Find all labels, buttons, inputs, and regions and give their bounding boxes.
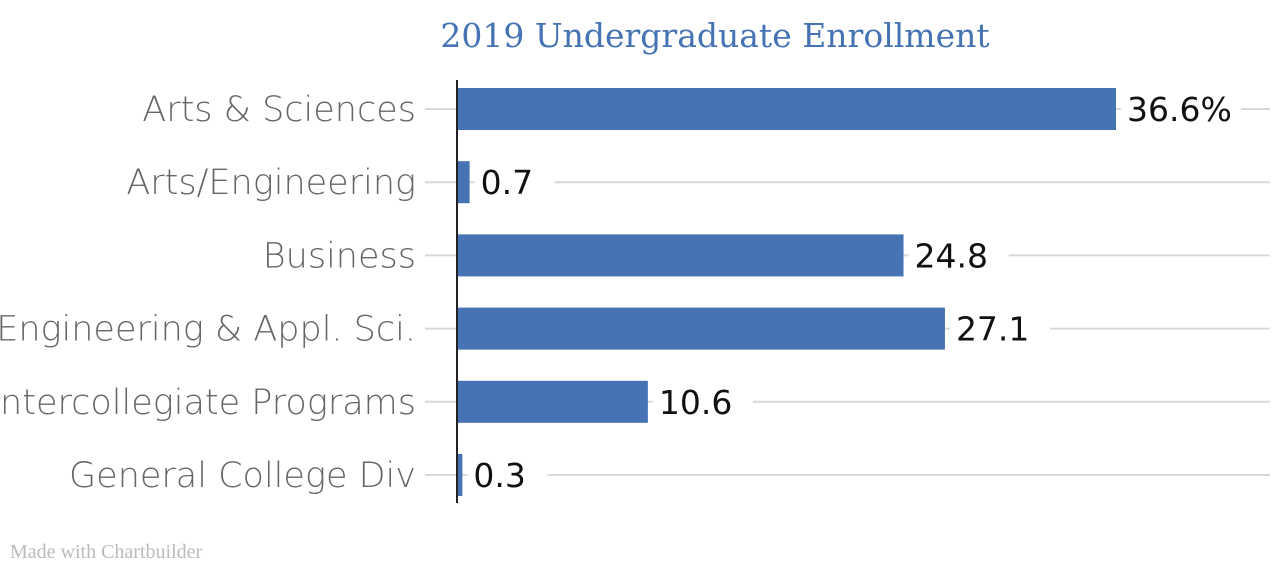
data-label: 36.6% <box>1127 90 1232 129</box>
data-label: 0.7 <box>481 163 533 202</box>
value-label-bg <box>908 235 1009 276</box>
bar <box>457 234 904 277</box>
data-label: 24.8 <box>915 236 988 275</box>
value-label-bg <box>474 162 555 203</box>
value-label-bg <box>1121 89 1241 129</box>
data-label: 10.6 <box>659 383 732 422</box>
category-label: Arts/Engineering <box>126 163 416 203</box>
data-label: 0.3 <box>473 456 525 495</box>
value-label-bg <box>652 381 753 422</box>
chart-credit: Made with Chartbuilder <box>10 541 203 563</box>
bar <box>457 307 945 350</box>
data-label: 27.1 <box>956 310 1029 349</box>
category-label: Business <box>263 236 416 276</box>
bar <box>457 380 648 423</box>
plot-area: Arts & Sciences 36.6% Arts/Engineering 0.7 B… <box>0 80 1270 503</box>
chart-title: 2019 Undergraduate Enrollment <box>440 16 989 55</box>
bar <box>457 88 1116 130</box>
value-label-bg <box>467 455 548 495</box>
bar <box>457 161 470 204</box>
category-label: Intercollegiate Programs <box>0 383 416 423</box>
category-label: Engineering & Appl. Sci. <box>0 310 416 350</box>
category-label: Arts & Sciences <box>142 90 416 130</box>
bar <box>457 454 463 496</box>
category-label: General College Div <box>69 456 416 496</box>
value-label-bg <box>949 308 1050 349</box>
